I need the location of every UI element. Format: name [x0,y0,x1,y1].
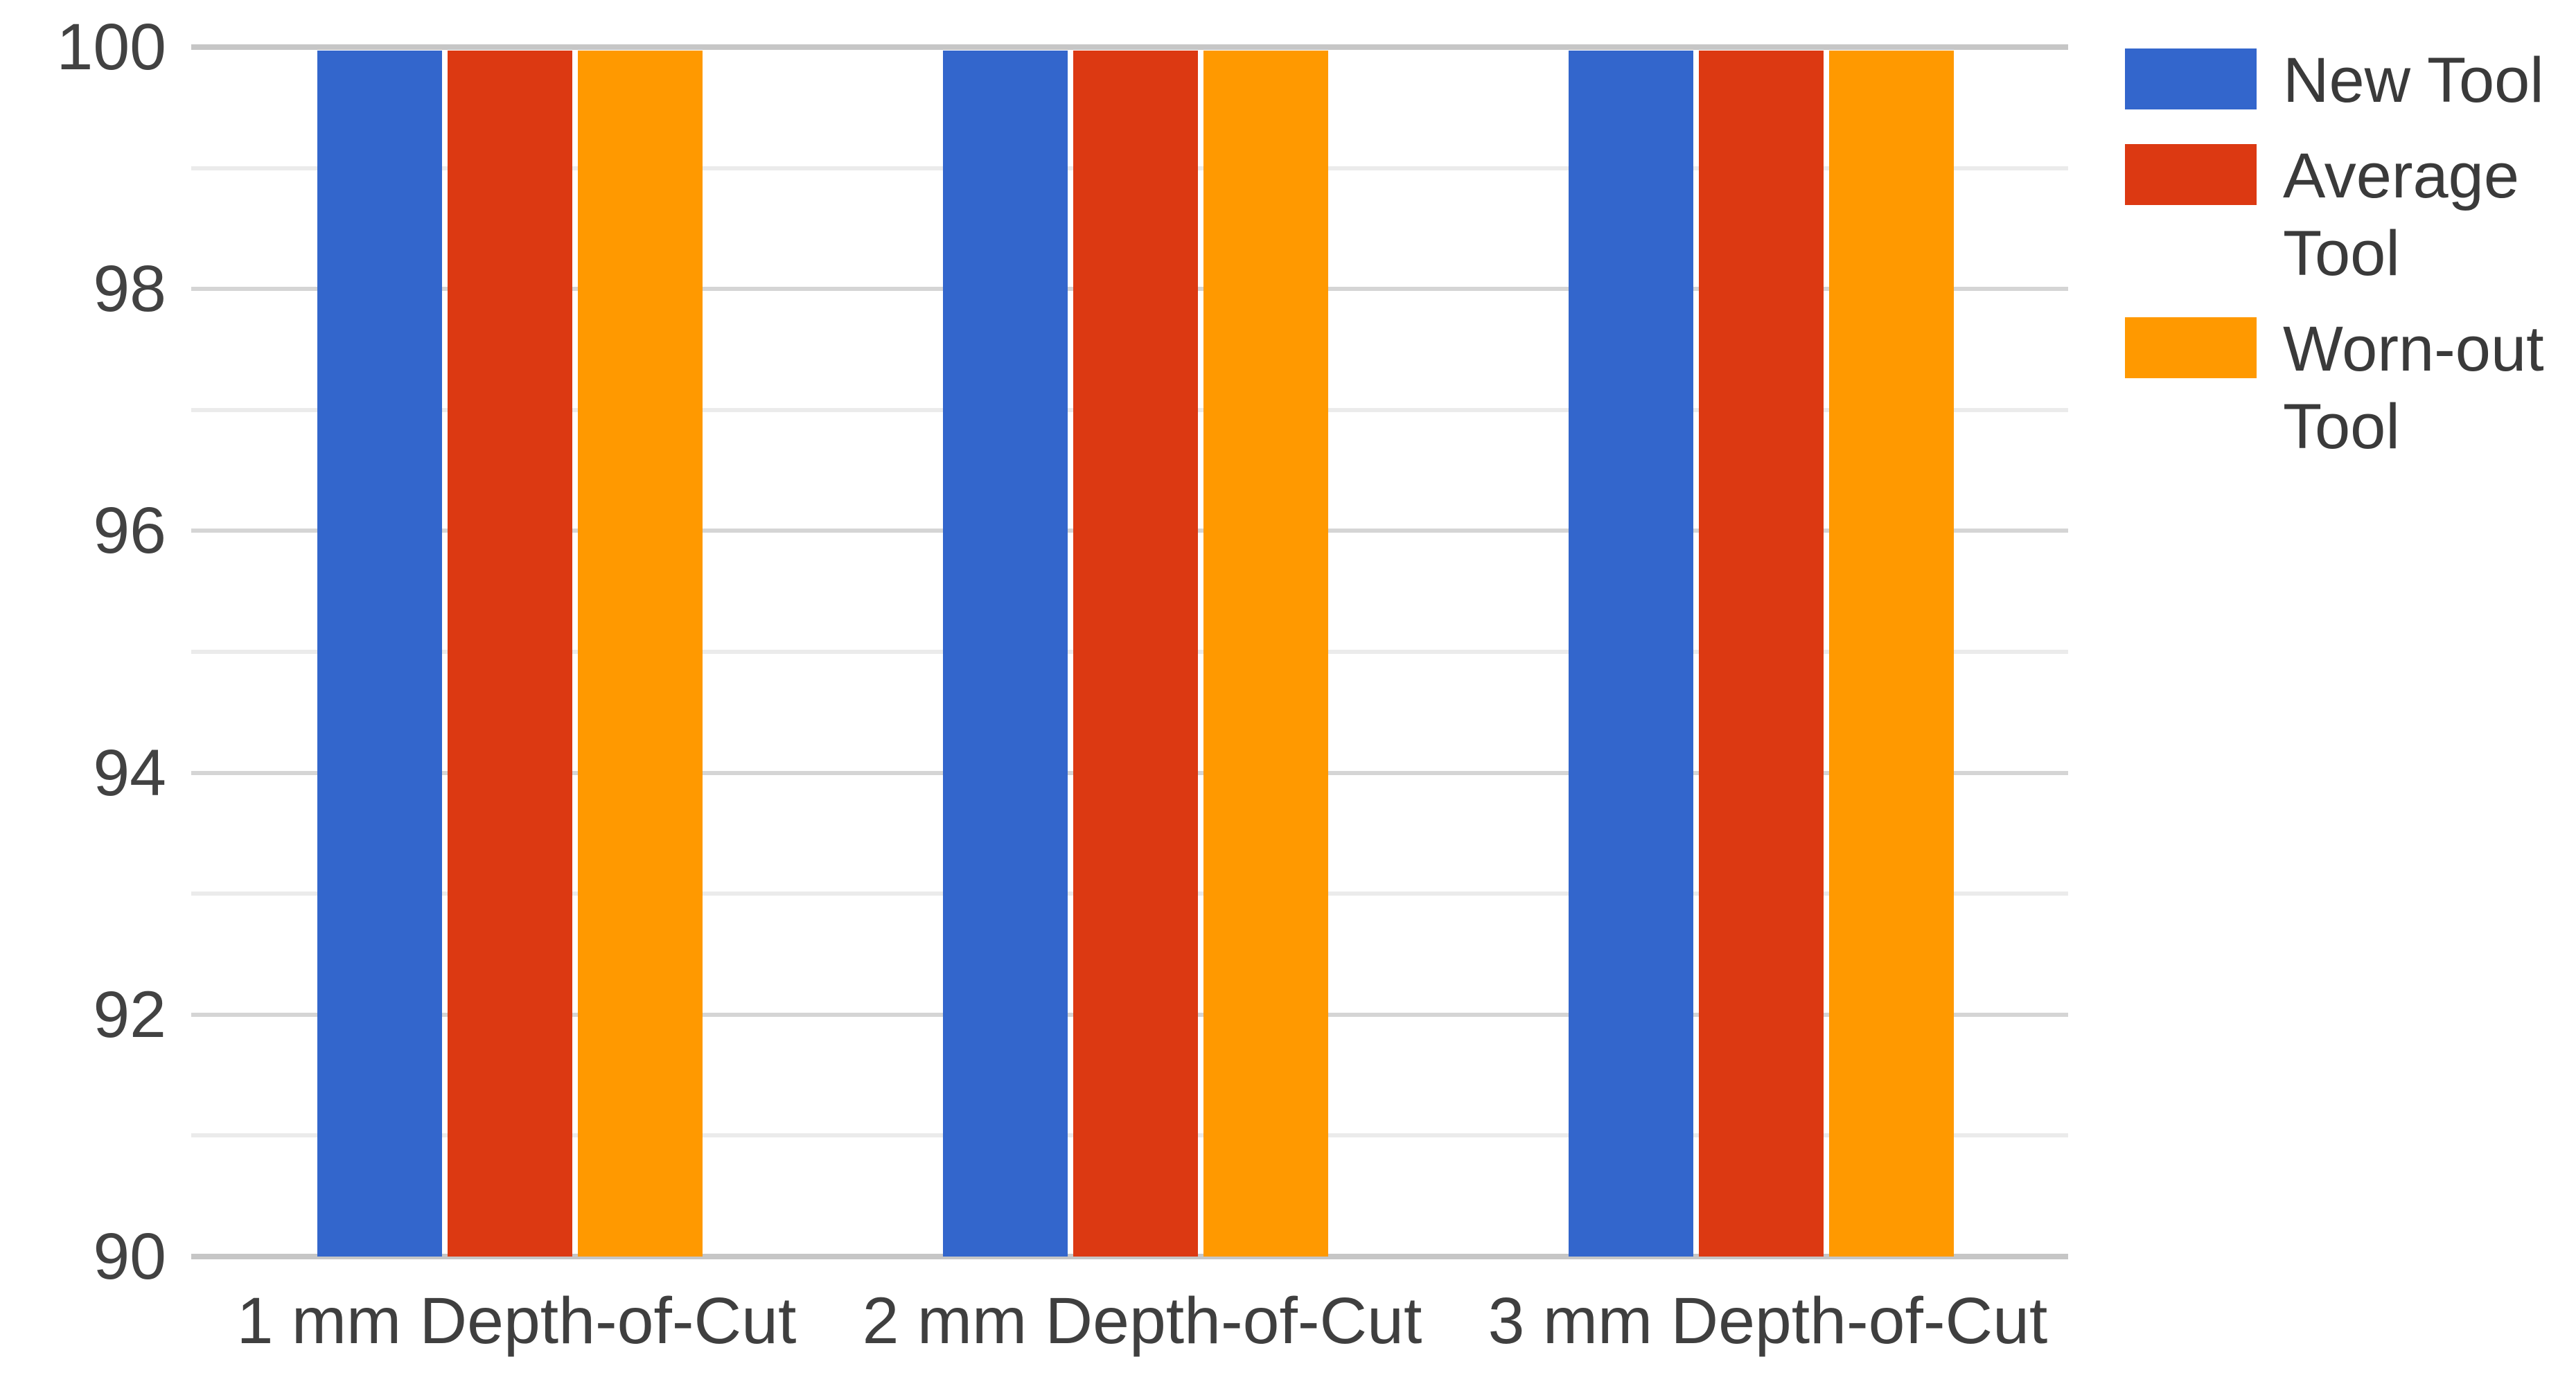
y-tick-label-92: 92 [93,977,166,1052]
legend-swatch-average-tool [2125,144,2257,205]
y-tick-label-94: 94 [93,736,166,810]
legend-label-new-tool: New Tool [2283,45,2544,116]
gridline-90 [191,1254,2068,1259]
bar-average-tool-1-mm-depth-of-cut[interactable] [448,51,572,1257]
y-tick-label-90: 90 [93,1220,166,1293]
legend-item-new-tool[interactable]: New Tool [2125,42,2576,119]
gridline-100 [191,44,2068,50]
bar-average-tool-2-mm-depth-of-cut[interactable] [1073,51,1198,1257]
bar-worn-out-tool-3-mm-depth-of-cut[interactable] [1829,51,1954,1257]
y-axis-tick-labels: 90 92 94 96 98 100 [0,10,166,1293]
legend-swatch-worn-out-tool [2125,317,2257,378]
x-axis-category-labels: 1 mm Depth-of-Cut 2 mm Depth-of-Cut 3 mm D… [204,1283,2081,1359]
x-label-1-mm-depth-of-cut: 1 mm Depth-of-Cut [236,1284,797,1358]
legend: New Tool Average Tool Worn-out Tool [2125,42,2576,465]
y-tick-label-100: 100 [56,10,166,84]
y-tick-label-96: 96 [93,494,166,568]
bar-new-tool-1-mm-depth-of-cut[interactable] [317,51,442,1257]
bar-new-tool-3-mm-depth-of-cut[interactable] [1568,51,1693,1257]
legend-swatch-new-tool [2125,48,2257,109]
y-tick-label-98: 98 [93,252,166,326]
bar-worn-out-tool-1-mm-depth-of-cut[interactable] [578,51,703,1257]
bar-worn-out-tool-2-mm-depth-of-cut[interactable] [1203,51,1328,1257]
legend-label-average-tool: Average Tool [2283,141,2520,289]
legend-item-worn-out-tool[interactable]: Worn-out Tool [2125,310,2576,465]
legend-item-average-tool[interactable]: Average Tool [2125,137,2576,292]
plot-area [191,44,2068,1259]
x-label-2-mm-depth-of-cut: 2 mm Depth-of-Cut [862,1284,1422,1358]
bar-average-tool-3-mm-depth-of-cut[interactable] [1699,51,1824,1257]
legend-label-worn-out-tool: Worn-out Tool [2283,314,2544,462]
bar-new-tool-2-mm-depth-of-cut[interactable] [943,51,1068,1257]
x-label-3-mm-depth-of-cut: 3 mm Depth-of-Cut [1488,1284,2048,1358]
